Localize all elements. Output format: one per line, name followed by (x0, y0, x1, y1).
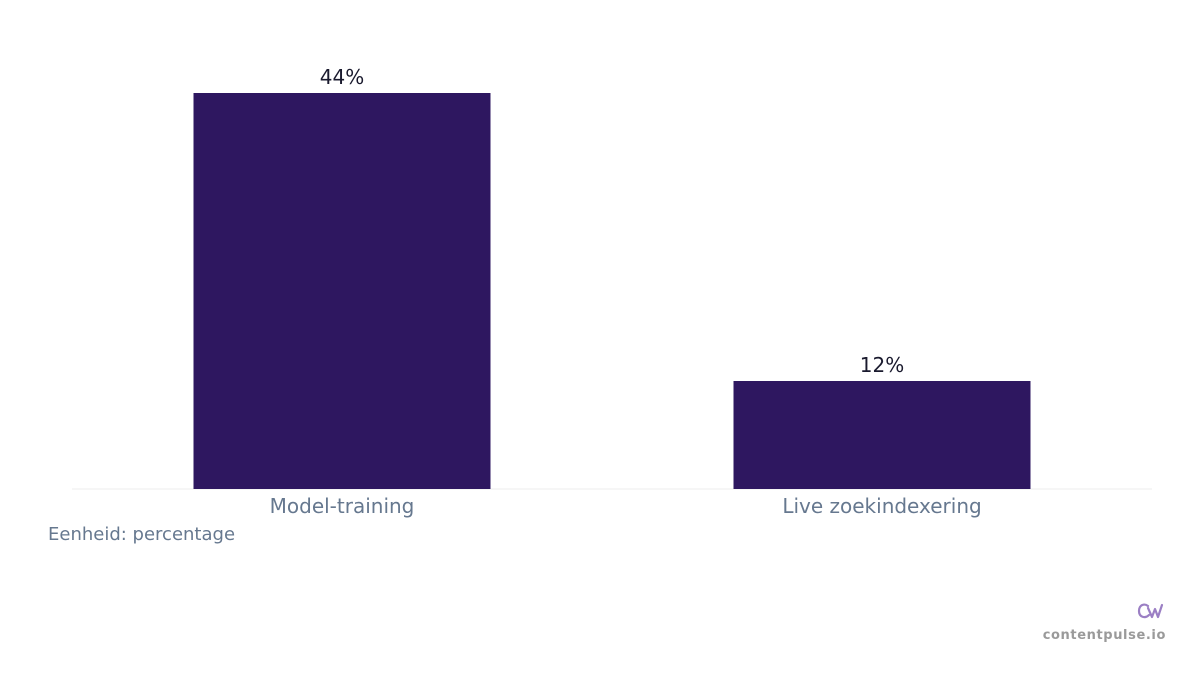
brand-watermark: contentpulse.io (1043, 600, 1166, 643)
unit-note: Eenheid: percentage (48, 524, 236, 545)
brand-name: contentpulse.io (1042, 628, 1166, 643)
bar-0 (193, 93, 491, 489)
x-tick-label-0: Model-training (270, 494, 415, 518)
bar-value-label-0: 44% (320, 65, 364, 89)
bar-1 (733, 381, 1031, 489)
bars-layer: 44% Model-training 12% Live zoekindexering (193, 65, 1031, 518)
bar-value-label-1: 12% (860, 353, 904, 377)
brand-logo-icon (1137, 603, 1164, 619)
x-tick-label-1: Live zoekindexering (782, 494, 981, 518)
